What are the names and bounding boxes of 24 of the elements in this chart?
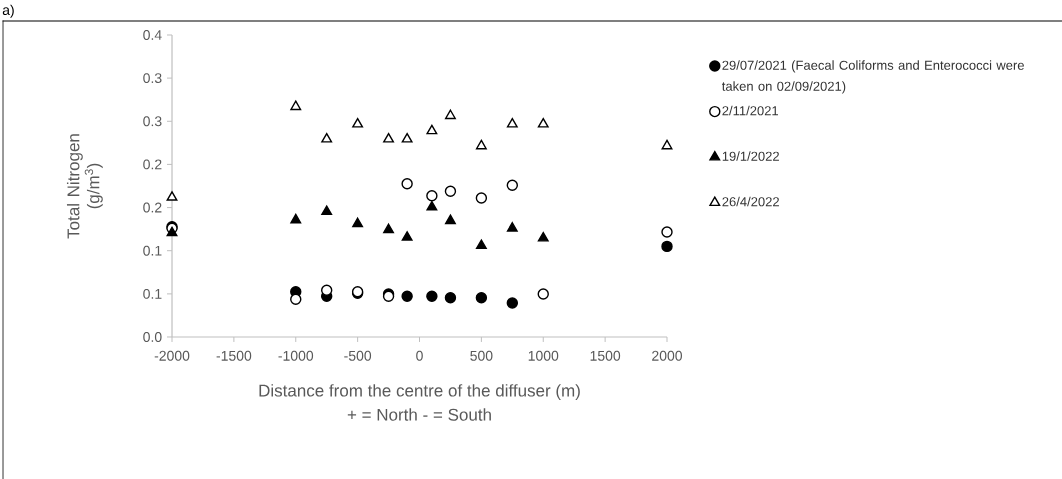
legend-label: 2/11/2021 bbox=[722, 105, 779, 116]
x-tick-label: 2000 bbox=[652, 350, 683, 361]
x-tick-label: -2000 bbox=[154, 350, 190, 361]
text: + = North - = South bbox=[347, 408, 491, 421]
x-tick-label: 1000 bbox=[528, 350, 559, 361]
y-tick-label: 0.1 bbox=[143, 288, 162, 299]
legend-label: 26/4/2022 bbox=[722, 196, 779, 207]
text: a) bbox=[2, 4, 14, 18]
x-axis-title: Distance from the centre of the diffuser (m) bbox=[259, 384, 580, 400]
y-tick-label: 0.0 bbox=[143, 332, 162, 342]
x-tick-label: 0 bbox=[416, 350, 423, 361]
x-tick-label: 1500 bbox=[590, 350, 621, 361]
y-tick-label: 0.3 bbox=[143, 73, 162, 84]
legend-label: 29/07/2021 (Faecal Coliforms and Enterococci were taken on 02/09/2021) bbox=[721, 60, 1024, 94]
y-tick-label: 0.2 bbox=[143, 202, 162, 213]
x-tick-label: -500 bbox=[344, 350, 372, 361]
y-tick-label: 0.1 bbox=[143, 245, 162, 256]
y-tick-label: 0.3 bbox=[143, 116, 162, 127]
x-tick-label: -1500 bbox=[216, 350, 252, 361]
y-tick-label: 0.2 bbox=[143, 159, 162, 170]
legend-label: 19/1/2022 bbox=[722, 151, 779, 161]
x-tick-label: -1000 bbox=[278, 350, 314, 361]
y-tick-label: 0.4 bbox=[143, 30, 162, 40]
x-tick-label: 500 bbox=[470, 350, 493, 361]
